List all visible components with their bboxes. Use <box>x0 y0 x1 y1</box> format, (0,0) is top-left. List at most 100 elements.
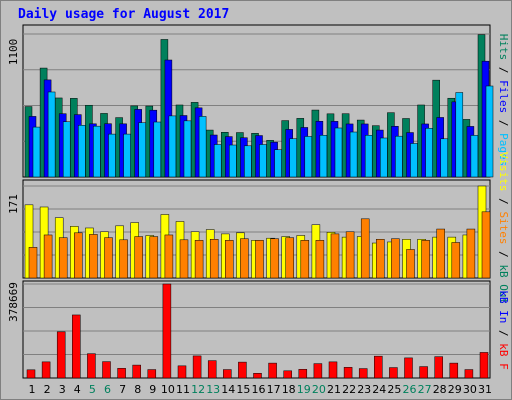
bar-sites <box>421 240 430 279</box>
legend-hits-files-pages-part: Files <box>497 80 510 113</box>
bar-pages <box>259 144 267 178</box>
bar-sites <box>28 247 38 279</box>
bar-kb-f <box>253 373 262 379</box>
bar-pages <box>213 144 222 178</box>
chart-title: Daily usage for August 2017 <box>18 7 230 22</box>
x-tick-label: 20 <box>312 383 326 396</box>
bar-kb-f <box>238 361 247 379</box>
bar-kb-f <box>87 353 96 379</box>
bar-sites <box>240 238 249 279</box>
x-tick-label: 9 <box>149 383 156 396</box>
bar-kb-f <box>102 361 111 379</box>
bar-sites <box>134 236 143 279</box>
bar-kb-f <box>56 331 66 379</box>
bar-kb-f <box>434 356 443 379</box>
bar-pages <box>47 91 56 178</box>
bar-kb-f <box>389 367 398 379</box>
bar-kb-f <box>313 363 323 379</box>
bar-pages <box>229 144 237 178</box>
bar-sites <box>481 211 491 279</box>
bar-kb-f <box>358 368 368 379</box>
bar-pages <box>138 122 146 178</box>
legend-kbin-kbf-part: kB F <box>497 343 510 370</box>
bar-pages <box>168 115 177 178</box>
legend-visits-sites-kbout-part: / <box>497 245 510 265</box>
x-tick-label: 11 <box>176 383 190 396</box>
x-tick-label: 24 <box>372 383 386 396</box>
y-max-label: 378669 <box>7 282 20 322</box>
bar-sites <box>466 228 476 279</box>
bar-sites <box>376 239 385 279</box>
bar-kb-f <box>117 368 126 379</box>
bar-kb-f <box>223 369 232 379</box>
legend-hits-files-pages: Hits / Files / Pages <box>497 34 510 167</box>
legend-visits-sites-kbout-part: kB Out <box>497 264 510 304</box>
bar-kb-f <box>41 361 51 379</box>
bar-pages <box>108 133 116 178</box>
bar-pages <box>32 126 41 178</box>
bar-kb-f <box>374 355 383 379</box>
bar-sites <box>315 240 325 279</box>
x-tick-label: 16 <box>252 383 266 396</box>
bar-pages <box>304 136 313 178</box>
bar-sites <box>104 237 113 279</box>
x-tick-label: 4 <box>74 383 81 396</box>
bar-kb-f <box>26 369 36 379</box>
x-tick-label: 29 <box>448 383 462 396</box>
bar-kb-f <box>479 352 489 379</box>
x-tick-label: 5 <box>89 383 96 396</box>
bar-pages <box>62 121 71 178</box>
bar-sites <box>225 240 234 279</box>
x-tick-label: 26 <box>403 383 417 396</box>
legend-visits-sites-kbout-part: Visits <box>497 152 510 192</box>
bar-sites <box>89 234 98 279</box>
x-tick-label: 3 <box>59 383 66 396</box>
bar-sites <box>300 240 310 279</box>
bar-pages <box>425 128 433 178</box>
bar-sites <box>164 234 174 279</box>
bar-sites <box>285 237 294 279</box>
bar-kb-f <box>162 283 172 379</box>
bar-sites <box>451 242 461 279</box>
x-tick-label: 28 <box>433 383 447 396</box>
legend-visits-sites-kbout-part: Sites <box>497 211 510 244</box>
x-tick-label: 19 <box>297 383 311 396</box>
bar-pages <box>274 149 282 178</box>
x-tick-label: 10 <box>161 383 175 396</box>
bar-sites <box>255 240 264 279</box>
bar-sites <box>58 237 68 279</box>
legend-hits-files-pages-part: Hits <box>497 34 510 61</box>
x-tick-label: 22 <box>342 383 356 396</box>
x-tick-label: 7 <box>119 383 126 396</box>
bar-pages <box>485 85 494 178</box>
x-tick-label: 21 <box>327 383 341 396</box>
x-tick-label: 14 <box>221 383 235 396</box>
bar-pages <box>198 116 207 178</box>
x-tick-label: 1 <box>29 383 36 396</box>
bar-kb-f <box>132 364 141 379</box>
bar-kb-f <box>328 361 338 379</box>
bar-pages <box>289 138 297 178</box>
bar-pages <box>93 125 101 178</box>
x-tick-label: 23 <box>357 383 371 396</box>
bar-kb-f <box>419 366 428 379</box>
bar-sites <box>360 218 370 279</box>
legend-hits-files-pages-part: Pages <box>497 133 510 166</box>
bar-kb-f <box>449 362 459 379</box>
bar-sites <box>194 240 204 279</box>
legend-hits-files-pages-part: / <box>497 60 510 80</box>
y-max-label: 1100 <box>7 39 20 66</box>
bar-pages <box>244 145 252 178</box>
bar-pages <box>123 133 131 178</box>
bar-pages <box>153 121 162 178</box>
x-tick-label: 31 <box>478 383 492 396</box>
bar-sites <box>345 231 355 279</box>
bar-sites <box>149 236 159 279</box>
legend-kbin-kbf: kB In / kB F <box>497 290 510 370</box>
bar-pages <box>380 137 388 178</box>
legend-kbin-kbf-part: / <box>497 323 510 343</box>
x-tick-label: 18 <box>282 383 296 396</box>
bar-pages <box>349 131 358 178</box>
bar-sites <box>209 239 219 279</box>
